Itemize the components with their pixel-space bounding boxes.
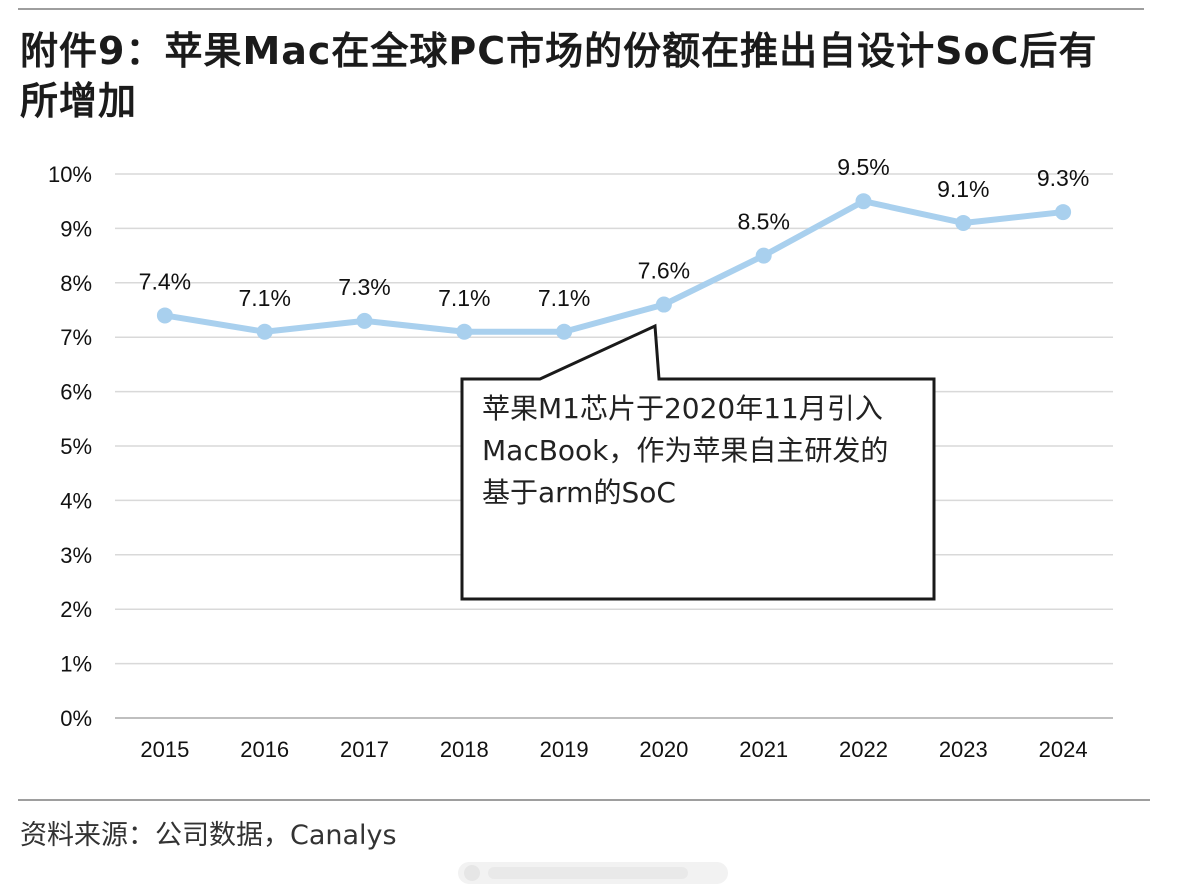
- series-line: [161, 198, 1067, 335]
- data-point: [1055, 204, 1072, 221]
- data-point: [556, 323, 573, 340]
- bottom-rule: [18, 799, 1150, 801]
- callout-box: [460, 323, 936, 601]
- data-label: 7.1%: [538, 285, 590, 311]
- x-tick-label: 2017: [340, 737, 389, 762]
- y-tick-label: 0%: [60, 706, 92, 731]
- x-tick-label: 2024: [1039, 737, 1088, 762]
- data-label: 9.3%: [1037, 165, 1089, 191]
- x-tick-label: 2023: [939, 737, 988, 762]
- y-axis-ticks: 0% 1% 2% 3% 4% 5% 6% 7% 8% 9% 10%: [48, 162, 92, 731]
- y-tick-label: 7%: [60, 325, 92, 350]
- data-points: [156, 193, 1072, 340]
- x-tick-label: 2021: [739, 737, 788, 762]
- y-tick-label: 2%: [60, 597, 92, 622]
- data-label: 9.1%: [937, 176, 989, 202]
- y-tick-label: 6%: [60, 380, 92, 405]
- data-point: [855, 193, 872, 210]
- watermark-icon: [458, 862, 728, 884]
- callout-text: 苹果M1芯片于2020年11月引入MacBook，作为苹果自主研发的基于arm的…: [482, 392, 889, 509]
- x-tick-label: 2018: [440, 737, 489, 762]
- data-label: 8.5%: [737, 209, 789, 235]
- top-rule: [18, 8, 1144, 10]
- data-label: 7.3%: [338, 274, 390, 300]
- data-point: [755, 247, 772, 264]
- x-tick-label: 2016: [240, 737, 289, 762]
- data-point: [655, 296, 672, 313]
- y-tick-label: 8%: [60, 271, 92, 296]
- data-point: [156, 307, 173, 324]
- data-label: 7.6%: [638, 258, 690, 284]
- data-point: [456, 323, 473, 340]
- y-tick-label: 4%: [60, 488, 92, 513]
- data-label: 7.1%: [238, 285, 290, 311]
- line-chart: 0% 1% 2% 3% 4% 5% 6% 7% 8% 9% 10% 2015 2016 2017 2018…: [48, 154, 1113, 762]
- x-tick-label: 2022: [839, 737, 888, 762]
- x-tick-label: 2019: [540, 737, 589, 762]
- x-tick-label: 2015: [140, 737, 189, 762]
- y-tick-label: 10%: [48, 162, 92, 187]
- source-note: 资料来源：公司数据，Canalys: [20, 820, 397, 851]
- data-point: [955, 214, 972, 231]
- data-point: [256, 323, 273, 340]
- x-axis-ticks: 2015 2016 2017 2018 2019 2020 2021 2022 2023 2024: [140, 737, 1087, 762]
- data-labels: 7.4% 7.1% 7.3% 7.1% 7.1% 7.6% 8.5% 9.5% 9.1% 9.3%: [139, 154, 1090, 311]
- y-tick-label: 5%: [60, 434, 92, 459]
- y-tick-label: 1%: [60, 652, 92, 677]
- x-tick-label: 2020: [639, 737, 688, 762]
- page-title: 附件9：苹果Mac在全球PC市场的份额在推出自设计SoC后有所增加: [20, 29, 1098, 123]
- data-label: 7.1%: [438, 285, 490, 311]
- data-label: 9.5%: [837, 154, 889, 180]
- y-tick-label: 9%: [60, 216, 92, 241]
- y-tick-label: 3%: [60, 543, 92, 568]
- data-point: [356, 312, 373, 329]
- data-label: 7.4%: [139, 268, 191, 294]
